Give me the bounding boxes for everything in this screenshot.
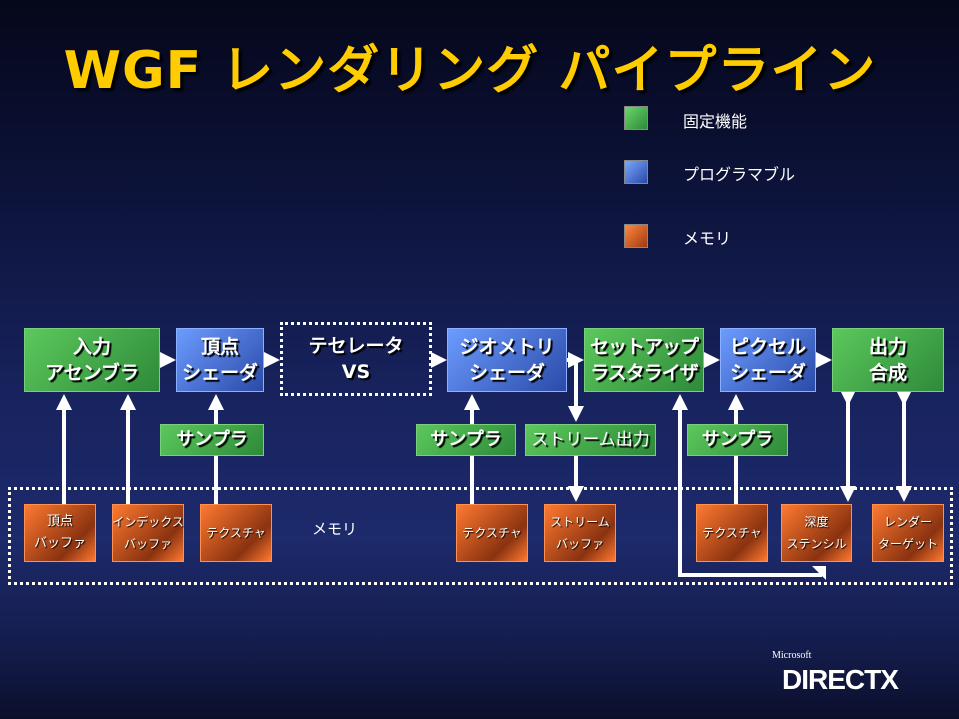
resource-label: バッファ <box>33 536 86 551</box>
resource-texture: テクスチャ <box>456 504 528 562</box>
stage-label: ジオメトリ <box>459 336 555 358</box>
stage-label: 出力 <box>868 336 907 358</box>
legend-swatch-memory <box>624 224 648 248</box>
stage-geometry-shader: ジオメトリ シェーダ <box>447 328 567 392</box>
resource-label: 頂点 <box>46 514 73 529</box>
resource-label: テクスチャ <box>702 526 762 540</box>
stage-tessellator: テセレータ VS <box>280 322 432 396</box>
stage-vertex-shader: 頂点 シェーダ <box>176 328 264 392</box>
stage-output-merger: 出力 合成 <box>832 328 944 392</box>
logo-product: DIRECTX <box>782 664 899 695</box>
resource-texture: テクスチャ <box>200 504 272 562</box>
stage-label: シェーダ <box>181 362 258 384</box>
stage-pixel-shader: ピクセル シェーダ <box>720 328 816 392</box>
directx-logo: Microsoft DIRECTX <box>770 650 899 696</box>
legend-label-programmable: プログラマブル <box>683 165 796 184</box>
stage-label: VS <box>341 361 371 383</box>
stage-input-assembler: 入力 アセンブラ <box>24 328 160 392</box>
resource-stream-buffer: ストリーム バッファ <box>544 504 616 562</box>
stage-label: 頂点 <box>200 336 239 358</box>
stage-rasterizer: セットアップ ラスタライザ <box>584 328 704 392</box>
logo-brand: Microsoft <box>772 650 812 661</box>
resource-label: 深度 <box>804 515 829 529</box>
resource-depth-stencil: 深度 ステンシル <box>781 504 852 562</box>
resource-texture: テクスチャ <box>696 504 768 562</box>
sampler-pixel: サンプラ <box>687 424 788 456</box>
resource-label: テクスチャ <box>462 526 522 540</box>
resource-label: ターゲット <box>877 537 938 551</box>
sampler-vertex: サンプラ <box>160 424 264 456</box>
resource-label: テクスチャ <box>206 526 266 540</box>
stage-label: 入力 <box>72 336 111 358</box>
resource-label: インデックス <box>112 515 184 529</box>
legend-label-fixed: 固定機能 <box>683 112 748 131</box>
resource-render-target: レンダー ターゲット <box>872 504 944 562</box>
resource-label: バッファ <box>123 537 172 551</box>
resource-label: ストリーム <box>550 515 610 529</box>
stage-label: アセンブラ <box>44 362 140 384</box>
resource-index-buffer: インデックス バッファ <box>112 504 184 562</box>
arrow-depth-rast <box>672 394 822 577</box>
legend-swatch-programmable <box>624 160 648 184</box>
memory-label: メモリ <box>312 520 358 538</box>
resource-label: レンダー <box>883 515 932 529</box>
legend-swatch-fixed <box>624 106 648 130</box>
stage-label: シェーダ <box>468 362 545 384</box>
stage-label: ピクセル <box>729 336 806 358</box>
arrow-head-depth <box>812 566 826 580</box>
stage-label: 合成 <box>868 362 907 384</box>
resource-label: ステンシル <box>786 537 847 551</box>
memory-region <box>8 487 953 585</box>
slide-title: WGF レンダリング パイプライン <box>63 41 877 101</box>
stream-output: ストリーム出力 <box>525 424 656 456</box>
resource-label: バッファ <box>555 537 604 551</box>
stage-label: テセレータ <box>308 335 404 357</box>
stage-label: ラスタライザ <box>590 362 699 384</box>
resource-vertex-buffer: 頂点 バッファ <box>24 504 96 562</box>
stage-label: シェーダ <box>729 362 806 384</box>
legend-label-memory: メモリ <box>683 229 732 248</box>
sampler-geometry: サンプラ <box>416 424 516 456</box>
stage-label: セットアップ <box>589 336 699 358</box>
